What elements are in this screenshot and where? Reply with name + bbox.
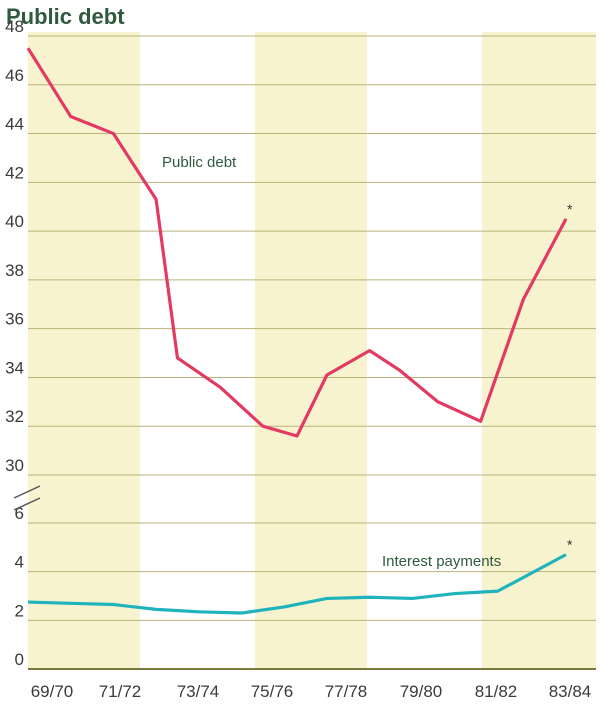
series-layer [26, 47, 568, 615]
x-tick-label: 75/76 [251, 682, 294, 701]
series-label-interest-payments: Interest payments [382, 553, 501, 570]
y-tick-label: 2 [15, 601, 24, 620]
end-marker: * [567, 201, 573, 217]
shaded-bands [28, 32, 596, 670]
x-tick-label: 69/70 [31, 682, 74, 701]
y-tick-label: 46 [5, 66, 24, 85]
y-tick-label: 42 [5, 163, 24, 182]
y-tick-label: 6 [15, 504, 24, 523]
series-line-public-debt [26, 47, 568, 438]
series-label-public-debt: Public debt [162, 154, 237, 171]
y-tick-label: 44 [5, 115, 24, 134]
chart-title: Public debt [6, 4, 125, 29]
x-axis: 69/70 71/72 73/74 75/76 77/78 79/80 81/82 83/84 [31, 682, 592, 701]
y-tick-label: 36 [5, 310, 24, 329]
shaded-band-1 [28, 32, 140, 670]
series-labels: * * Public debt Interest payments [162, 154, 573, 570]
y-tick-label: 38 [5, 261, 24, 280]
x-tick-label: 77/78 [325, 682, 368, 701]
y-tick-label: 32 [5, 407, 24, 426]
axis-break-marker [13, 485, 41, 511]
y-tick-label: 34 [5, 358, 24, 377]
grid-lines [28, 35, 596, 670]
x-tick-label: 79/80 [400, 682, 443, 701]
y-tick-label: 40 [5, 212, 24, 231]
shaded-band-3 [482, 32, 596, 670]
y-tick-label: 4 [15, 553, 24, 572]
shaded-band-2 [255, 32, 367, 670]
x-tick-label: 83/84 [549, 682, 592, 701]
x-tick-label: 73/74 [177, 682, 220, 701]
y-tick-label: 0 [15, 650, 24, 669]
end-marker: * [567, 537, 573, 553]
y-tick-label: 48 [5, 17, 24, 36]
x-tick-label: 71/72 [99, 682, 142, 701]
x-tick-label: 81/82 [475, 682, 518, 701]
y-tick-label: 30 [5, 456, 24, 475]
